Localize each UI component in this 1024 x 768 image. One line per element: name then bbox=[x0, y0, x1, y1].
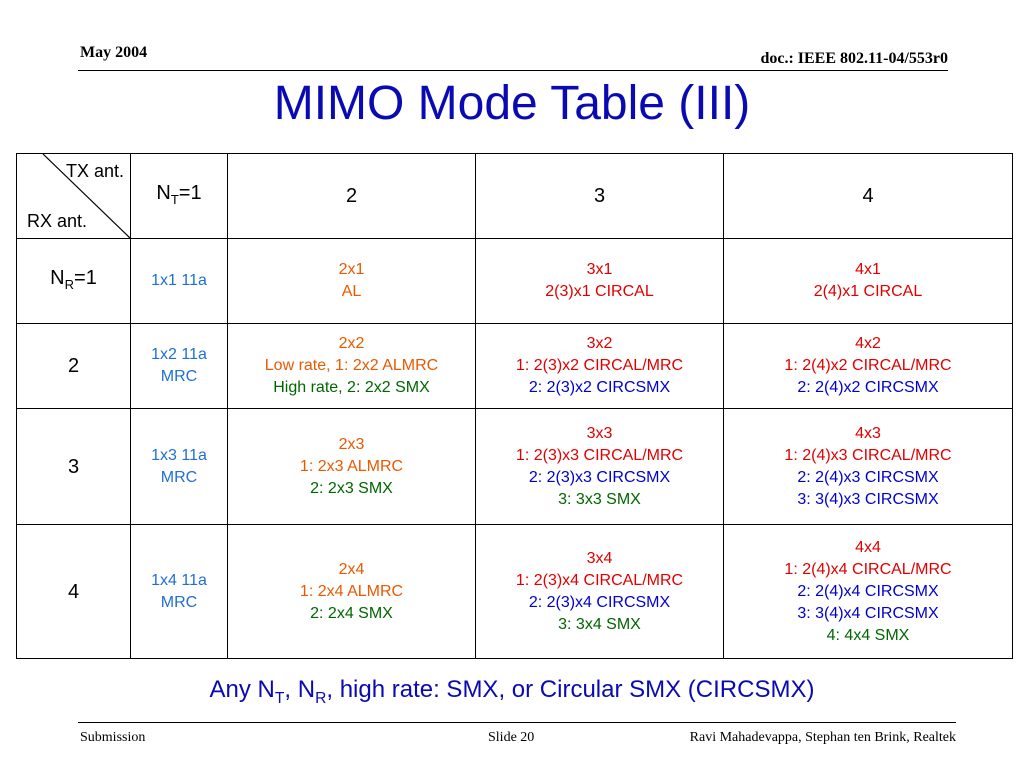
cell-line: 3x2 bbox=[586, 335, 613, 352]
corner-tx-label: TX ant. bbox=[65, 161, 124, 181]
cell-c2: 2x4 1: 2x4 ALMRC 2: 2x4 SMX bbox=[227, 524, 476, 659]
cell-line: 1: 2x4 ALMRC bbox=[299, 582, 404, 600]
cell-c1: 1x1 11a bbox=[130, 238, 228, 324]
cell-line: Low rate, 1: 2x2 ALMRC bbox=[264, 357, 439, 374]
corner-rx-label: RX ant. bbox=[27, 211, 88, 231]
cell-line: 3: 3x4 SMX bbox=[558, 615, 641, 633]
cell-c4: 4x4 1: 2(4)x4 CIRCAL/MRC 2: 2(4)x4 CIRCSMX… bbox=[723, 524, 1013, 659]
table-row: 2 1x2 11a MRC 2x2 Low rate, 1: 2x2 ALMRC Hi… bbox=[16, 323, 1013, 409]
cell-line: 3x1 bbox=[586, 261, 613, 278]
cell-line: 4x4 bbox=[855, 538, 881, 556]
cell-c2: 2x3 1: 2x3 ALMRC 2: 2x3 SMX bbox=[227, 408, 476, 525]
cell-line: 2: 2(3)x3 CIRCSMX bbox=[528, 468, 671, 486]
cell-line: 4: 4x4 SMX bbox=[826, 626, 910, 644]
cell-line: 4x1 bbox=[855, 261, 881, 278]
table-header-row: TX ant. RX ant. NT=1 2 3 4 bbox=[16, 153, 1013, 239]
cell-c1: 1x3 11a MRC bbox=[130, 408, 228, 525]
cell-c4: 4x1 2(4)x1 CIRCAL bbox=[723, 238, 1013, 324]
col-header-4: 4 bbox=[723, 153, 1013, 239]
cell-line: 2: 2(4)x4 CIRCSMX bbox=[797, 582, 939, 600]
cell-c1: 1x4 11a MRC bbox=[130, 524, 228, 659]
cell-line: 2(4)x1 CIRCAL bbox=[813, 283, 923, 300]
cell-c4: 4x3 1: 2(4)x3 CIRCAL/MRC 2: 2(4)x3 CIRCSMX… bbox=[723, 408, 1013, 525]
cell-line: 3x4 bbox=[586, 549, 613, 567]
cell-line: 2x1 bbox=[338, 261, 365, 278]
cell-line: 2x4 bbox=[338, 560, 365, 578]
cell-c2: 2x1 AL bbox=[227, 238, 476, 324]
cell-line: 1: 2(3)x2 CIRCAL/MRC bbox=[515, 357, 684, 374]
row-header: 4 bbox=[16, 524, 131, 659]
cell-c1: 1x2 11a MRC bbox=[130, 323, 228, 409]
table-row: NR=1 1x1 11a 2x1 AL 3x1 2(3)x1 CIRCAL 4x1 2… bbox=[16, 238, 1013, 324]
header-date: May 2004 bbox=[80, 44, 148, 61]
cell-line: 1: 2(4)x4 CIRCAL/MRC bbox=[784, 560, 952, 578]
row-header: 3 bbox=[16, 408, 131, 525]
cell-line: 2x3 bbox=[338, 435, 365, 453]
cell-c3: 3x3 1: 2(3)x3 CIRCAL/MRC 2: 2(3)x3 CIRCSMX… bbox=[475, 408, 724, 525]
cell-line: 2: 2(4)x2 CIRCSMX bbox=[797, 379, 939, 396]
cell-line: 2x2 bbox=[338, 335, 365, 352]
row-header-nr1: NR=1 bbox=[16, 238, 131, 324]
cell-line: MRC bbox=[160, 593, 198, 611]
col-header-nt1: NT=1 bbox=[130, 153, 228, 239]
cell-line: 1x2 11a bbox=[151, 346, 207, 363]
cell-line: MRC bbox=[160, 468, 198, 486]
header-doc-id: doc.: IEEE 802.11-04/553r0 bbox=[760, 50, 948, 67]
cell-line: 2: 2(3)x4 CIRCSMX bbox=[528, 593, 671, 611]
cell-line: 4x3 bbox=[855, 424, 881, 442]
corner-cell: TX ant. RX ant. bbox=[16, 153, 131, 239]
cell-line: 1x3 11a bbox=[151, 446, 207, 464]
cell-c2: 2x2 Low rate, 1: 2x2 ALMRC High rate, 2: 2… bbox=[227, 323, 476, 409]
cell-line: 1: 2(3)x4 CIRCAL/MRC bbox=[515, 571, 684, 589]
footer-divider bbox=[78, 722, 956, 723]
cell-line: 1: 2(3)x3 CIRCAL/MRC bbox=[515, 446, 684, 464]
cell-line: 1x1 11a bbox=[151, 272, 207, 289]
cell-line: 2: 2x3 SMX bbox=[310, 479, 393, 497]
table-row: 3 1x3 11a MRC 2x3 1: 2x3 ALMRC 2: 2x3 SMX 3… bbox=[16, 408, 1013, 525]
header-divider bbox=[78, 70, 948, 71]
cell-line: AL bbox=[341, 283, 362, 300]
cell-line: 2: 2(3)x2 CIRCSMX bbox=[528, 379, 671, 396]
cell-c4: 4x2 1: 2(4)x2 CIRCAL/MRC 2: 2(4)x2 CIRCSMX bbox=[723, 323, 1013, 409]
cell-c3: 3x1 2(3)x1 CIRCAL bbox=[475, 238, 724, 324]
cell-line: 3x3 bbox=[586, 424, 613, 442]
cell-line: 1: 2(4)x2 CIRCAL/MRC bbox=[784, 357, 952, 374]
cell-line: High rate, 2: 2x2 SMX bbox=[273, 379, 430, 396]
col-header-3: 3 bbox=[475, 153, 724, 239]
cell-line: 1: 2x3 ALMRC bbox=[299, 457, 404, 475]
cell-line: 4x2 bbox=[855, 335, 881, 352]
footer-slide-number: Slide 20 bbox=[488, 730, 535, 745]
cell-line: MRC bbox=[160, 368, 198, 385]
footer-authors: Ravi Mahadevappa, Stephan ten Brink, Rea… bbox=[689, 730, 956, 745]
row-header: 2 bbox=[16, 323, 131, 409]
cell-line: 3: 3x3 SMX bbox=[558, 490, 641, 508]
cell-line: 2: 2(4)x3 CIRCSMX bbox=[797, 468, 939, 486]
table-row: 4 1x4 11a MRC 2x4 1: 2x4 ALMRC 2: 2x4 SMX 3… bbox=[16, 524, 1013, 659]
cell-line: 3: 3(4)x3 CIRCSMX bbox=[797, 490, 939, 508]
cell-c3: 3x4 1: 2(3)x4 CIRCAL/MRC 2: 2(3)x4 CIRCSMX… bbox=[475, 524, 724, 659]
cell-c3: 3x2 1: 2(3)x2 CIRCAL/MRC 2: 2(3)x2 CIRCSMX bbox=[475, 323, 724, 409]
cell-line: 1: 2(4)x3 CIRCAL/MRC bbox=[784, 446, 952, 464]
footer-submission: Submission bbox=[80, 730, 146, 745]
cell-line: 1x4 11a bbox=[151, 571, 207, 589]
cell-line: 2(3)x1 CIRCAL bbox=[545, 283, 654, 300]
corner-diagonal bbox=[42, 154, 131, 239]
cell-line: 2: 2x4 SMX bbox=[310, 604, 393, 622]
summary-note: Any NT, NR, high rate: SMX, or Circular … bbox=[209, 676, 815, 707]
slide-title: MIMO Mode Table (III) bbox=[273, 77, 751, 130]
cell-line: 3: 3(4)x4 CIRCSMX bbox=[797, 604, 939, 622]
mimo-mode-table: TX ant. RX ant. NT=1 2 3 4 NR=1 1x1 11a … bbox=[16, 153, 1013, 659]
col-header-2: 2 bbox=[227, 153, 476, 239]
